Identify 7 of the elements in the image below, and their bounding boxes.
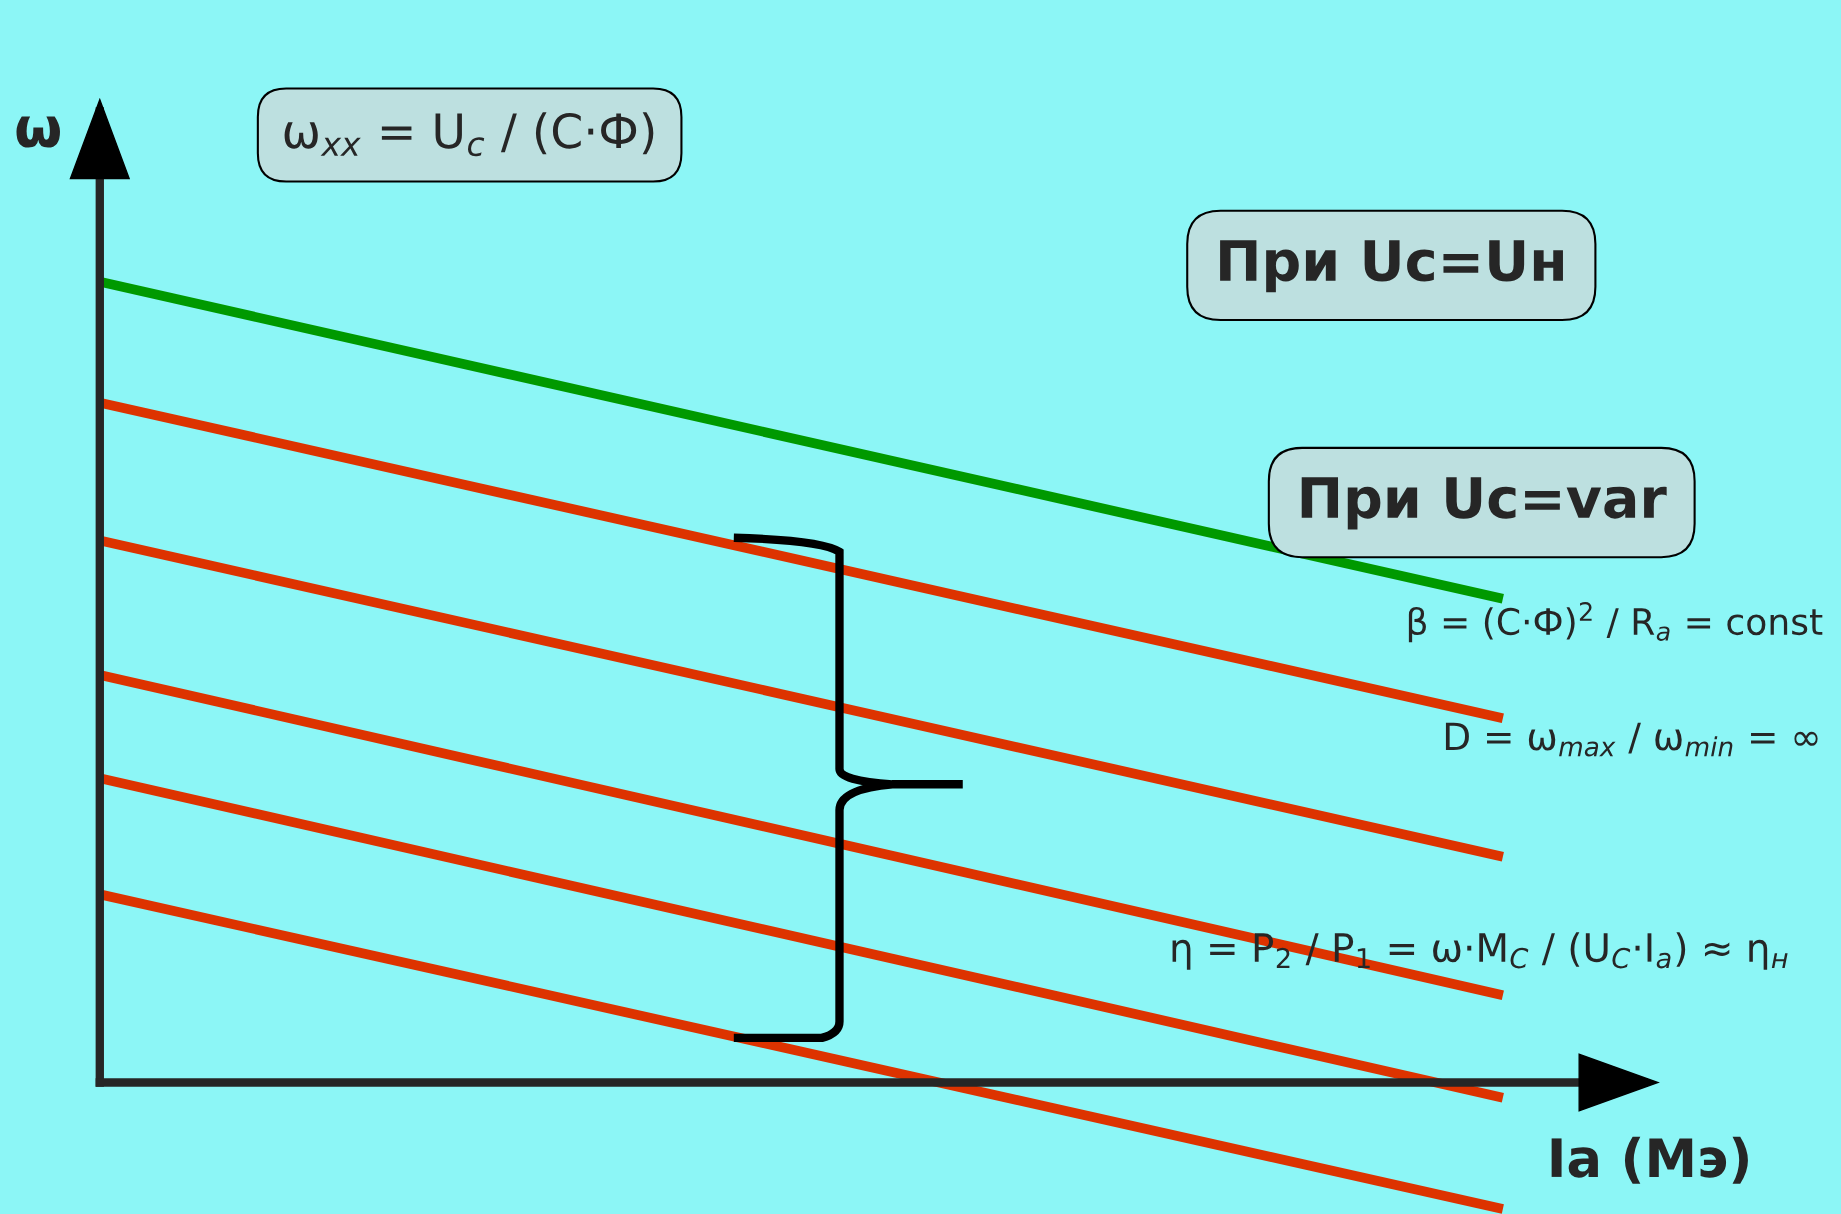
y-axis-title: ω [16, 116, 60, 148]
annotation: При Uc=Uн [1220, 240, 1563, 293]
annotation: D = ω$_{max}$ / ω$_{min}$ = ∞ [1445, 722, 1818, 757]
annotation: β = (C·Ф)$^{2}$ / R$_{a}$ = const [1408, 602, 1823, 643]
text: ω$_{xx}$ = U$_{c}$ / (C·Ф) [284, 112, 654, 157]
annotation: При Uc=var [1301, 477, 1667, 530]
x-axis-title: Iа (Mэ) [1551, 1136, 1748, 1184]
